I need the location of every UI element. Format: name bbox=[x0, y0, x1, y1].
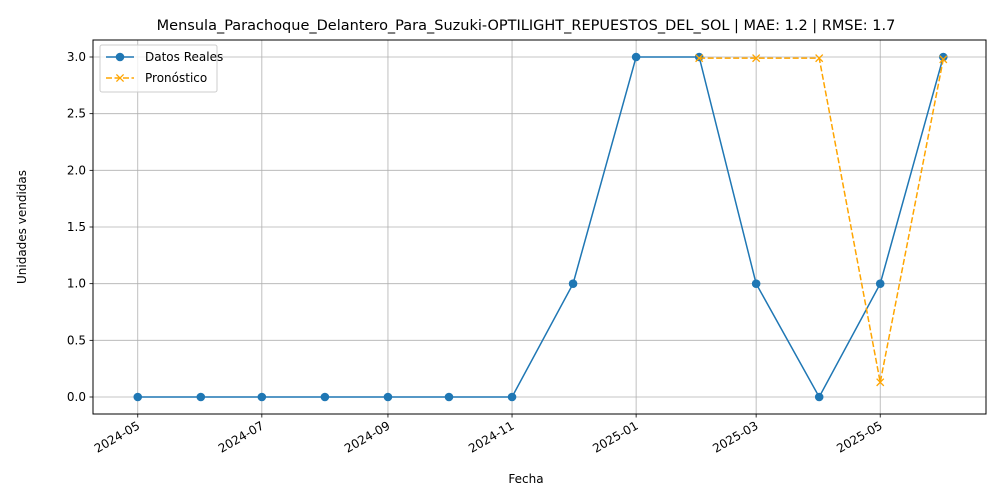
data-point bbox=[257, 392, 267, 402]
x-axis-label: Fecha bbox=[508, 472, 543, 486]
x-marker-stroke bbox=[752, 54, 761, 63]
data-point bbox=[196, 392, 206, 402]
data-point bbox=[751, 279, 761, 288]
y-tick-label: 0.0 bbox=[67, 390, 86, 404]
data-point bbox=[939, 55, 948, 64]
x-marker-stroke bbox=[939, 55, 948, 64]
data-point bbox=[568, 279, 578, 288]
series-layer bbox=[133, 52, 948, 402]
data-point bbox=[694, 52, 704, 62]
data-point bbox=[695, 54, 704, 63]
series-line-datos-reales bbox=[137, 56, 945, 399]
y-tick-label: 0.5 bbox=[67, 333, 86, 347]
x-marker-stroke bbox=[876, 378, 885, 387]
x-marker-stroke bbox=[115, 73, 125, 83]
data-point bbox=[133, 392, 143, 402]
data-point bbox=[876, 378, 885, 387]
data-point bbox=[507, 392, 517, 402]
legend-label-0: Datos Reales bbox=[145, 50, 223, 64]
data-point bbox=[383, 392, 393, 402]
legend: Datos Reales Pronóstico bbox=[99, 44, 223, 93]
data-point bbox=[875, 279, 885, 288]
y-tick-label: 2.0 bbox=[67, 163, 86, 177]
y-axis-label: Unidades vendidas bbox=[15, 170, 29, 284]
legend-marker-0 bbox=[115, 52, 125, 62]
legend-label-1: Pronóstico bbox=[145, 71, 207, 85]
legend-marker-1 bbox=[115, 73, 125, 83]
x-marker-stroke bbox=[695, 54, 704, 63]
data-point bbox=[320, 392, 330, 402]
data-point bbox=[815, 54, 824, 63]
y-tick-label: 1.5 bbox=[67, 220, 86, 234]
x-marker-stroke bbox=[815, 54, 824, 63]
y-tick-label: 1.0 bbox=[67, 277, 86, 291]
data-point bbox=[631, 52, 641, 62]
data-point bbox=[938, 52, 948, 62]
data-point bbox=[752, 54, 761, 63]
y-tick-label: 2.5 bbox=[67, 107, 86, 121]
grid bbox=[93, 40, 986, 414]
y-tick-label: 3.0 bbox=[67, 50, 86, 64]
chart-title: Mensula_Parachoque_Delantero_Para_Suzuki… bbox=[157, 18, 896, 34]
data-point bbox=[444, 392, 454, 402]
data-point bbox=[814, 392, 824, 402]
